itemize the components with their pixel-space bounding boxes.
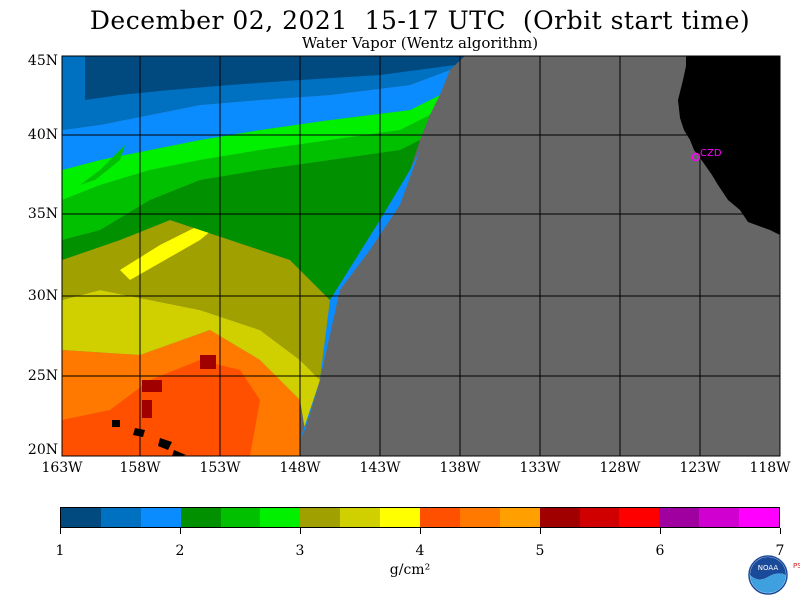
colorbar-swatch xyxy=(380,508,421,527)
lat-label: 25N xyxy=(27,368,58,384)
hot-spot xyxy=(142,380,162,392)
psl-label: PSL xyxy=(793,562,800,570)
colorbar xyxy=(60,507,780,528)
lat-label: 40N xyxy=(27,127,58,143)
swath-edge-blue xyxy=(300,150,420,440)
land-area xyxy=(678,56,780,235)
noaa-logo-icon: NOAA xyxy=(748,555,788,595)
lon-label: 158W xyxy=(119,460,161,476)
lon-label: 143W xyxy=(359,460,401,476)
swath-band-navy xyxy=(85,56,465,100)
map-title: December 02, 2021 15-17 UTC (Orbit start… xyxy=(89,6,751,35)
colorbar-swatch xyxy=(539,508,580,527)
lon-label: 153W xyxy=(199,460,241,476)
map-frame xyxy=(61,55,781,457)
colorbar-tick-label: 4 xyxy=(415,543,425,559)
colorbar-tickmark xyxy=(659,528,661,534)
colorbar-tick-label: 7 xyxy=(775,543,785,559)
island xyxy=(133,428,145,437)
colorbar-swatch xyxy=(180,508,221,527)
colorbar-swatch xyxy=(340,508,381,527)
map-grid xyxy=(62,56,780,456)
island xyxy=(158,438,172,450)
lon-label: 133W xyxy=(519,460,561,476)
swath-band-green-dark xyxy=(62,140,420,300)
island xyxy=(112,420,120,427)
swath-band-bright-green xyxy=(62,95,440,200)
lat-label: 45N xyxy=(27,53,58,69)
lat-label: 20N xyxy=(27,442,58,458)
colorbar-tickmark xyxy=(299,528,301,534)
station-label: CZD xyxy=(700,148,722,159)
swath-band-light-olive xyxy=(62,290,320,430)
colorbar-swatch xyxy=(100,508,141,527)
swath-band-light-blue xyxy=(62,70,450,170)
swath-band-green xyxy=(62,115,430,240)
lat-label: 35N xyxy=(27,206,58,222)
lon-label: 148W xyxy=(279,460,321,476)
island xyxy=(172,450,186,456)
colorbar-tickmark xyxy=(59,528,61,534)
colorbar-swatch xyxy=(699,508,740,527)
lon-label: 163W xyxy=(41,460,83,476)
colorbar-tickmark xyxy=(539,528,541,534)
colorbar-swatch xyxy=(61,508,101,527)
colorbar-tickmark xyxy=(779,528,781,534)
colorbar-swatch xyxy=(499,508,540,527)
lat-label: 30N xyxy=(27,288,58,304)
lon-label: 128W xyxy=(599,460,641,476)
colorbar-tick-label: 6 xyxy=(655,543,665,559)
colorbar-swatch xyxy=(739,508,780,527)
lon-label: 118W xyxy=(749,460,791,476)
swath-band-olive xyxy=(62,220,330,380)
colorbar-tickmark xyxy=(179,528,181,534)
colorbar-tick-label: 3 xyxy=(295,543,305,559)
colorbar-tick-label: 5 xyxy=(535,543,545,559)
lon-label: 123W xyxy=(679,460,721,476)
lon-label: 138W xyxy=(439,460,481,476)
station-marker xyxy=(691,152,701,162)
colorbar-swatch xyxy=(579,508,620,527)
colorbar-swatch xyxy=(220,508,261,527)
colorbar-swatch xyxy=(300,508,341,527)
map-subtitle: Water Vapor (Wentz algorithm) xyxy=(301,34,539,52)
colorbar-swatch xyxy=(140,508,181,527)
colorbar-swatch xyxy=(420,508,460,527)
swath-band-yellow xyxy=(120,200,235,280)
colorbar-swatch xyxy=(260,508,301,527)
units-label: g/cm² xyxy=(389,562,431,578)
map-image xyxy=(62,56,780,456)
colorbar-tickmark xyxy=(419,528,421,534)
colorbar-tick-label: 2 xyxy=(175,543,185,559)
logo-text: NOAA xyxy=(758,564,779,572)
swath-band-orange-dark xyxy=(62,360,260,456)
colorbar-swatch xyxy=(659,508,700,527)
colorbar-swatch xyxy=(619,508,660,527)
hot-spot xyxy=(142,400,152,418)
colorbar-tick-label: 1 xyxy=(55,543,65,559)
colorbar-swatch xyxy=(459,508,500,527)
hot-spot xyxy=(200,355,216,369)
